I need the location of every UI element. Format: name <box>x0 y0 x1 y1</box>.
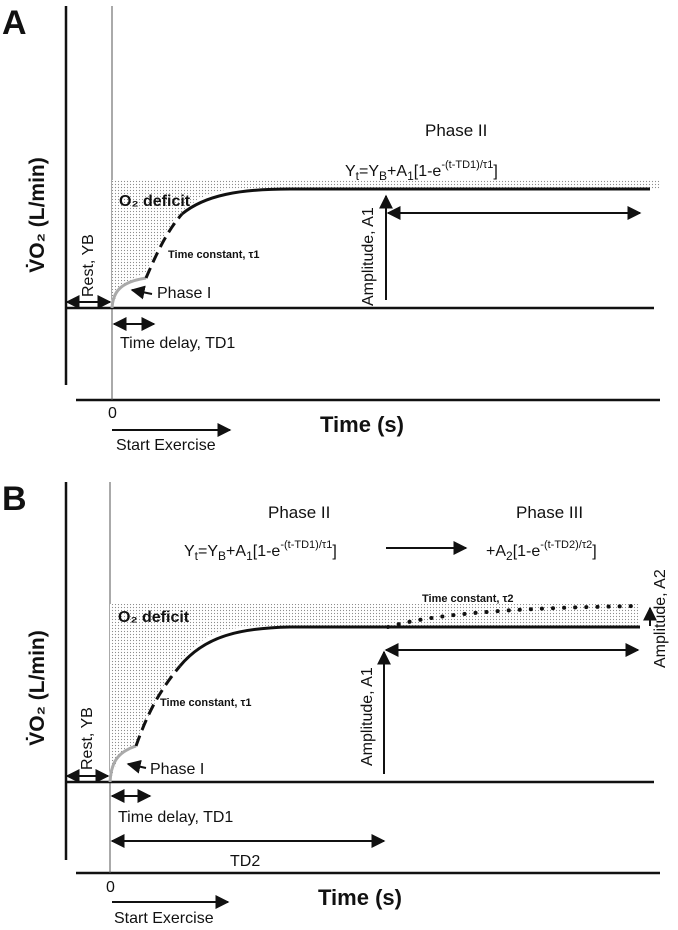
panel-b-y-axis-label: V̇O₂ (L/min) <box>25 630 49 746</box>
panel-b-phase-i-curve <box>108 744 137 783</box>
panel-b-o2-deficit-area <box>110 604 640 782</box>
panel-a-dashed-curve <box>144 213 184 279</box>
panel-b-amplitude-2-label: Amplitude, A2 <box>652 569 669 668</box>
panel-a-phase-ii-label: Phase II <box>425 121 487 140</box>
panel-b-start-exercise-label: Start Exercise <box>114 910 214 927</box>
panel-a-equation: Yt=YB+A1[1-e-(t-TD1)/τ1] <box>345 159 498 183</box>
panel-b-phase-iii-dotted-curve <box>386 604 642 629</box>
panel-a-phase-i-curve <box>110 276 147 309</box>
panel-b-o2-deficit-label: O₂ deficit <box>118 609 190 626</box>
panel-a-x-axis-label: Time (s) <box>320 412 404 437</box>
panel-b-phase-ii-curve <box>178 625 640 667</box>
panel-b-phase-ii-label: Phase II <box>268 503 330 522</box>
panel-a-letter: A <box>2 4 27 42</box>
panel-b-time-delay-1-label: Time delay, TD1 <box>118 809 233 826</box>
panel-a-phase-ii-curve <box>181 187 650 216</box>
panel-a-o2-deficit-area <box>112 180 660 308</box>
panel-b-letter: B <box>2 480 27 518</box>
panel-b-phase-i-label: Phase I <box>150 761 204 778</box>
panel-a: A V̇O₂ (L/min) Phase II Yt=YB+A1[1-e-(t-… <box>2 4 660 454</box>
panel-b-equation-2: +A2[1-e-(t-TD2)/τ2] <box>486 539 597 563</box>
panel-a-start-exercise-label: Start Exercise <box>116 437 216 454</box>
panel-a-time-delay-label: Time delay, TD1 <box>120 335 235 352</box>
panel-b-dashed-curve <box>134 665 182 747</box>
panel-b-amplitude-1-label: Amplitude, A1 <box>359 667 376 766</box>
panel-a-o2-deficit-label: O₂ deficit <box>119 193 191 210</box>
panel-a-amplitude-label: Amplitude, A1 <box>360 207 377 306</box>
panel-b-time-constant-1-label: Time constant, τ1 <box>160 697 252 709</box>
panel-a-phase-i-pointer <box>130 285 153 300</box>
panel-b-zero-tick: 0 <box>106 879 115 896</box>
panel-b-x-axis-label: Time (s) <box>318 885 402 910</box>
panel-a-zero-tick: 0 <box>108 405 117 422</box>
panel-a-y-axis-label: V̇O₂ (L/min) <box>25 157 49 273</box>
panel-a-phase-i-label: Phase I <box>157 285 211 302</box>
panel-b-equation: Yt=YB+A1[1-e-(t-TD1)/τ1] <box>184 539 337 563</box>
panel-b-time-delay-2-label: TD2 <box>230 853 260 870</box>
panel-b-time-constant-2-label: Time constant, τ2 <box>422 593 514 605</box>
panel-a-time-constant-label: Time constant, τ1 <box>168 249 260 261</box>
panel-a-rest-label: Rest, YB <box>80 234 97 297</box>
panel-b-phase-i-pointer <box>126 759 147 774</box>
panel-b-phase-iii-label: Phase III <box>516 503 583 522</box>
panel-b: B V̇O₂ (L/min) Phase II Phase III Yt=YB+… <box>2 480 669 927</box>
panel-b-rest-label: Rest, YB <box>79 707 96 770</box>
